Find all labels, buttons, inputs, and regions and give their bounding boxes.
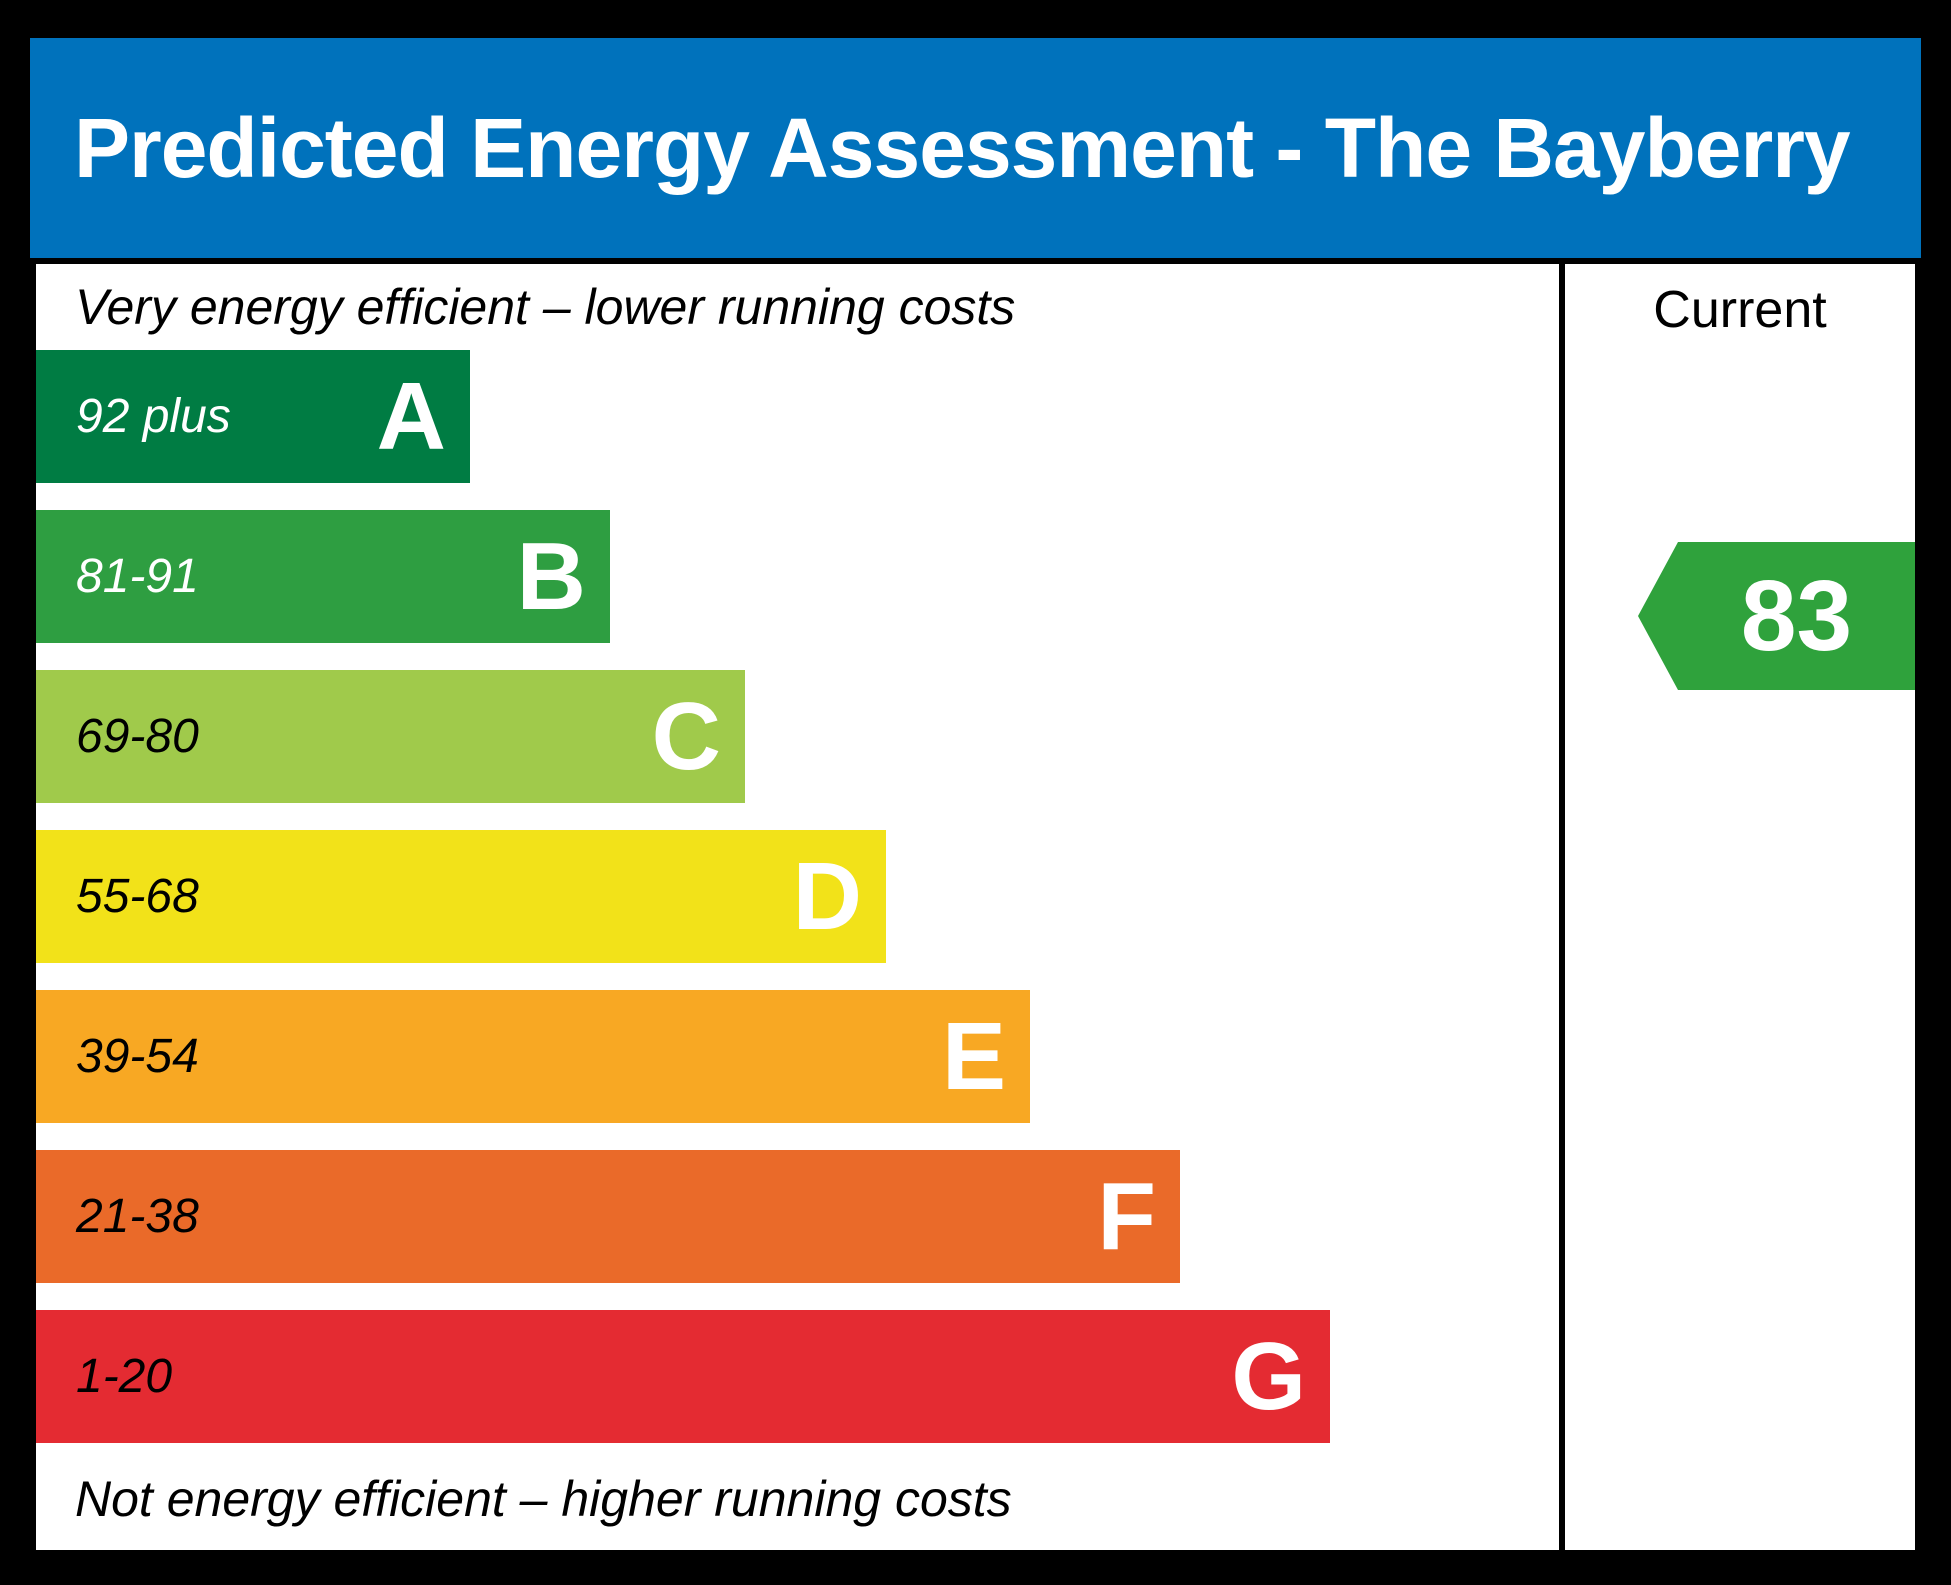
rating-bar-g: 1-20 G	[36, 1310, 1330, 1443]
chart-panel: Very energy efficient – lower running co…	[30, 258, 1921, 1556]
band-letter: A	[376, 362, 446, 470]
band-range-label: 92 plus	[76, 390, 231, 443]
rating-bar-a: 92 plus A	[36, 350, 470, 483]
page-title: Predicted Energy Assessment - The Bayber…	[74, 100, 1851, 195]
top-caption: Very energy efficient – lower running co…	[75, 279, 1016, 335]
rating-bar-f: 21-38 F	[36, 1150, 1180, 1283]
current-column: Current 83	[1559, 264, 1915, 1550]
band-range-label: 55-68	[76, 870, 199, 923]
current-rating-value: 83	[1740, 560, 1853, 672]
band-range-label: 21-38	[76, 1190, 199, 1243]
bottom-caption: Not energy efficient – higher running co…	[75, 1471, 1012, 1527]
band-letter: C	[651, 682, 721, 790]
band-letter: F	[1097, 1162, 1156, 1270]
rating-bar-d: 55-68 D	[36, 830, 886, 963]
band-letter: D	[792, 842, 862, 950]
band-range-label: 1-20	[76, 1350, 173, 1403]
title-banner: Predicted Energy Assessment - The Bayber…	[30, 38, 1921, 258]
rating-bar-e: 39-54 E	[36, 990, 1030, 1123]
band-range-label: 81-91	[76, 550, 199, 603]
rating-bars: 92 plus A 81-91 B 69-80 C 55-68 D 39-54 E 21-38 F 1-…	[36, 350, 1559, 1470]
band-letter: B	[516, 522, 586, 630]
current-column-header: Current	[1653, 281, 1827, 339]
band-letter: E	[941, 1002, 1006, 1110]
rating-bar-c: 69-80 C	[36, 670, 745, 803]
rating-bar-b: 81-91 B	[36, 510, 610, 643]
current-rating-arrow: 83	[1638, 542, 1915, 690]
band-letter: G	[1231, 1322, 1306, 1430]
band-range-label: 69-80	[76, 710, 199, 763]
band-range-label: 39-54	[76, 1030, 199, 1083]
